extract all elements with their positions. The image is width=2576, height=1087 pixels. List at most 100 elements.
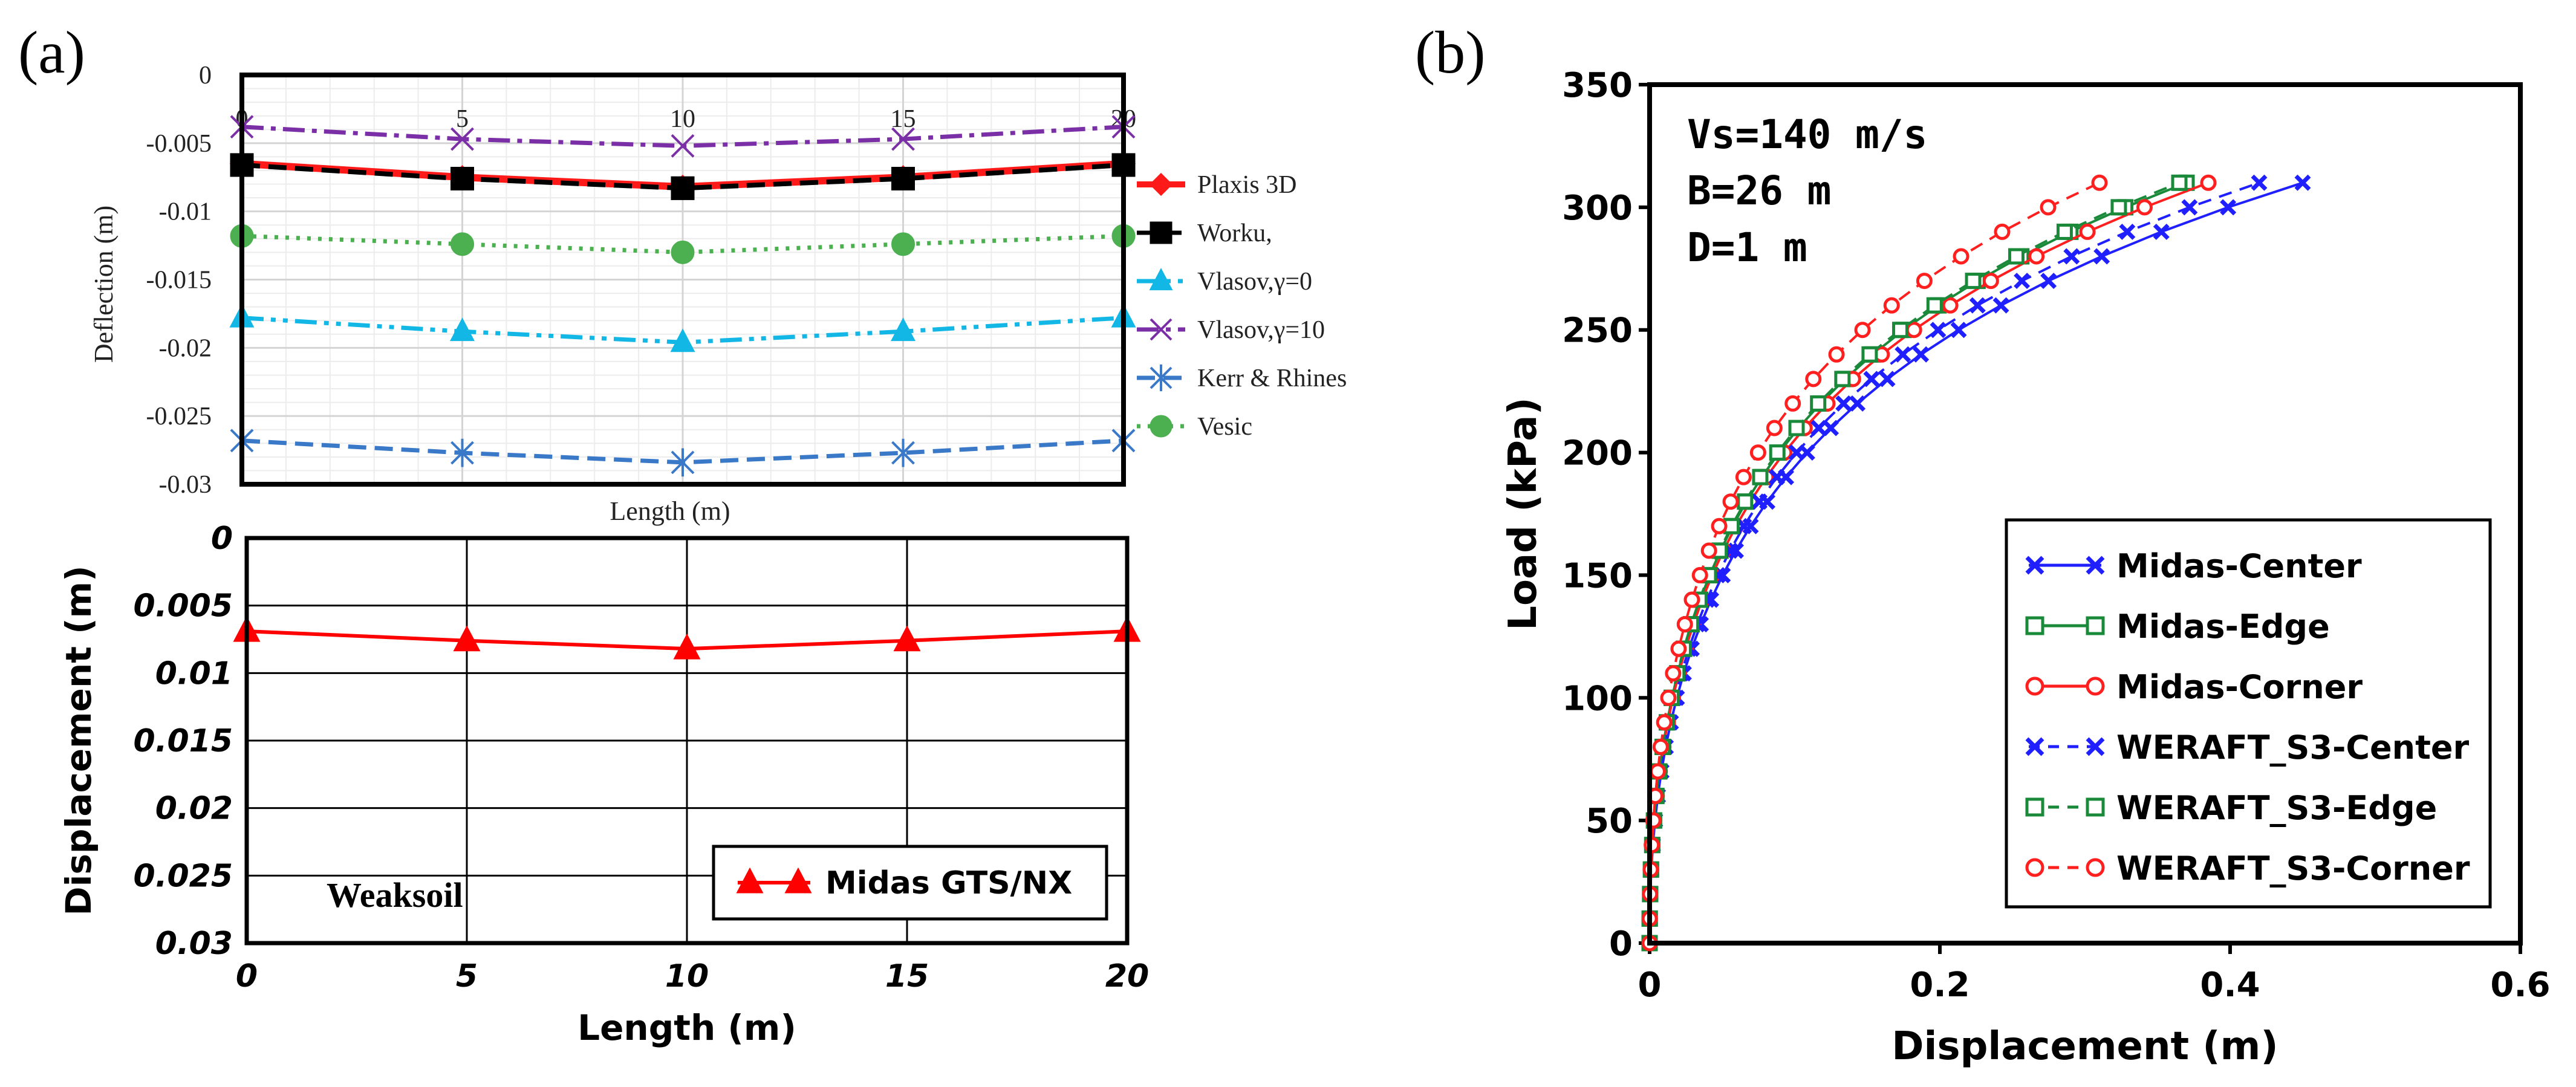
right-legend-marker-4 bbox=[2025, 797, 2044, 817]
right-series-4-point bbox=[1965, 273, 1982, 290]
right-legend-marker-4 bbox=[2086, 797, 2105, 817]
right-series-5-point bbox=[1916, 273, 1933, 290]
bottom-x-ticks: 0 5 10 15 20 bbox=[236, 958, 1149, 995]
right-series-5-point bbox=[1691, 566, 1708, 583]
right-legend-box bbox=[2005, 518, 2492, 909]
right-y-tick-label: 300 bbox=[1562, 189, 1633, 228]
right-legend-marker-0 bbox=[2086, 556, 2105, 575]
right-series-5-point bbox=[1683, 591, 1700, 608]
right-series-0-point bbox=[1728, 542, 1745, 559]
right-series-2-point bbox=[1982, 273, 1999, 290]
panel-label-b: (b) bbox=[1415, 19, 1486, 86]
bottom-y-tick-label: 0.01 bbox=[155, 655, 233, 692]
top-series-worku-point bbox=[891, 167, 915, 191]
right-series-0-point bbox=[1823, 420, 1839, 436]
right-series-3-point bbox=[2063, 248, 2080, 265]
right-series-4-point bbox=[1737, 493, 1754, 510]
right-series-4-point bbox=[1834, 371, 1851, 388]
top-x-ticks: 0 5 10 15 20 bbox=[236, 105, 1137, 133]
bottom-y-tick-label: 0.025 bbox=[134, 858, 233, 894]
top-x-tick-label: 10 bbox=[670, 105, 695, 133]
top-series-2-point bbox=[891, 317, 916, 342]
top-series-5-point bbox=[891, 232, 915, 256]
right-plot-frame bbox=[1647, 82, 2523, 946]
right-annotation-vs: Vs=140 m/s bbox=[1687, 111, 1927, 158]
right-series-3-point bbox=[2014, 273, 2031, 290]
right-series-5-point bbox=[1665, 665, 1682, 682]
right-series-2-point bbox=[1905, 322, 1922, 339]
right-x-tick-label: 0 bbox=[1638, 965, 1662, 1005]
bottom-x-tick-label: 10 bbox=[665, 958, 709, 995]
top-legend-marker-2 bbox=[1149, 268, 1173, 291]
top-series-worku-point bbox=[671, 176, 695, 200]
top-y-ticks: 0 -0.005 -0.01 -0.015 -0.02 -0.025 -0.03 bbox=[146, 62, 212, 499]
right-y-tick-label: 350 bbox=[1562, 66, 1633, 105]
right-legend-label-0: Midas-Center bbox=[2116, 547, 2362, 585]
top-series-2-point bbox=[450, 317, 475, 342]
bottom-y-axis-label: Displacement (m) bbox=[58, 565, 99, 915]
top-legend-marker-3 bbox=[1150, 318, 1173, 341]
right-series-0-point bbox=[1913, 346, 1930, 363]
right-x-tick-label: 0.4 bbox=[2200, 965, 2260, 1005]
right-series-2-point bbox=[2136, 199, 2153, 216]
right-legend-marker-3 bbox=[2025, 737, 2044, 756]
right-series-5-point bbox=[1994, 223, 2011, 240]
right-series-2-point bbox=[1942, 297, 1959, 314]
right-series-5-point bbox=[1649, 763, 1666, 780]
bottom-legend-marker bbox=[736, 867, 764, 894]
right-annotation-b: B=26 m bbox=[1687, 167, 1831, 214]
right-series-3-point bbox=[1895, 346, 1911, 363]
top-x-tick-label: 5 bbox=[456, 105, 469, 133]
top-x-axis-label: Length (m) bbox=[610, 496, 730, 526]
right-annotation-d: D=1 m bbox=[1687, 224, 1807, 271]
right-series-3-point bbox=[1810, 420, 1827, 436]
top-series-2-point bbox=[670, 328, 695, 352]
right-series-3-point bbox=[2181, 199, 2198, 216]
right-x-axis-label: Displacement (m) bbox=[1891, 1024, 2278, 1069]
top-legend-label-4: Kerr & Rhines bbox=[1197, 365, 1347, 392]
right-series-4-point bbox=[1926, 297, 1943, 314]
right-series-0-point bbox=[1849, 395, 1866, 412]
right-legend-marker-1 bbox=[2025, 616, 2044, 635]
bottom-x-tick-label: 15 bbox=[885, 958, 929, 995]
right-legend-label-5: WERAFT_S3-Corner bbox=[2116, 849, 2470, 887]
top-series-3-point bbox=[671, 134, 695, 158]
right-series-4-point bbox=[1892, 322, 1909, 339]
right-series-5-point bbox=[1953, 248, 1969, 265]
right-y-tick-label: 150 bbox=[1562, 556, 1633, 595]
top-legend-marker-0 bbox=[1149, 172, 1173, 196]
bottom-legend-marker bbox=[784, 867, 812, 894]
top-series-3-point bbox=[891, 127, 915, 151]
right-series-5-point bbox=[2040, 199, 2057, 216]
right-series-4-point bbox=[2110, 199, 2127, 216]
right-x-ticks: 0 0.2 0.4 0.6 bbox=[1638, 943, 2551, 1005]
top-series-4-point bbox=[891, 438, 915, 467]
right-series-0-point bbox=[1950, 322, 1967, 339]
right-legend: Midas-Center Midas-Edge Midas-Corner WERAFT… bbox=[2005, 518, 2492, 909]
top-y-tick-label: -0.015 bbox=[146, 267, 212, 294]
bottom-annotation-weaksoil: Weaksoil bbox=[327, 875, 463, 915]
right-series-5-point bbox=[1652, 738, 1669, 755]
bottom-x-tick-label: 5 bbox=[456, 958, 478, 995]
right-y-axis-label: Load (kPa) bbox=[1501, 397, 1546, 630]
top-legend-marker-5 bbox=[1150, 415, 1173, 438]
bottom-y-tick-label: 0.015 bbox=[134, 723, 233, 759]
right-series-5-point bbox=[1670, 640, 1687, 657]
right-series-3-point bbox=[1788, 444, 1805, 461]
top-y-tick-label: -0.025 bbox=[146, 403, 212, 430]
panel-label-a: (a) bbox=[18, 19, 85, 86]
right-series-5-point bbox=[2091, 174, 2108, 191]
right-series-0-point bbox=[2153, 223, 2170, 240]
right-legend-marker-3 bbox=[2086, 737, 2105, 756]
right-legend-marker-2 bbox=[2086, 677, 2105, 696]
top-legend-marker-4 bbox=[1150, 364, 1173, 392]
right-series-5-point bbox=[1735, 469, 1752, 485]
right-legend-marker-5 bbox=[2086, 858, 2105, 877]
right-series-5-point bbox=[1805, 371, 1822, 388]
right-y-tick-label: 0 bbox=[1609, 924, 1633, 964]
right-legend-label-4: WERAFT_S3-Edge bbox=[2116, 789, 2437, 827]
bottom-y-tick-label: 0.03 bbox=[155, 926, 233, 962]
top-series-worku-point bbox=[450, 167, 474, 191]
top-legend-label-3: Vlasov,γ=10 bbox=[1197, 316, 1325, 344]
right-x-tick-label: 0.2 bbox=[1910, 965, 1969, 1005]
